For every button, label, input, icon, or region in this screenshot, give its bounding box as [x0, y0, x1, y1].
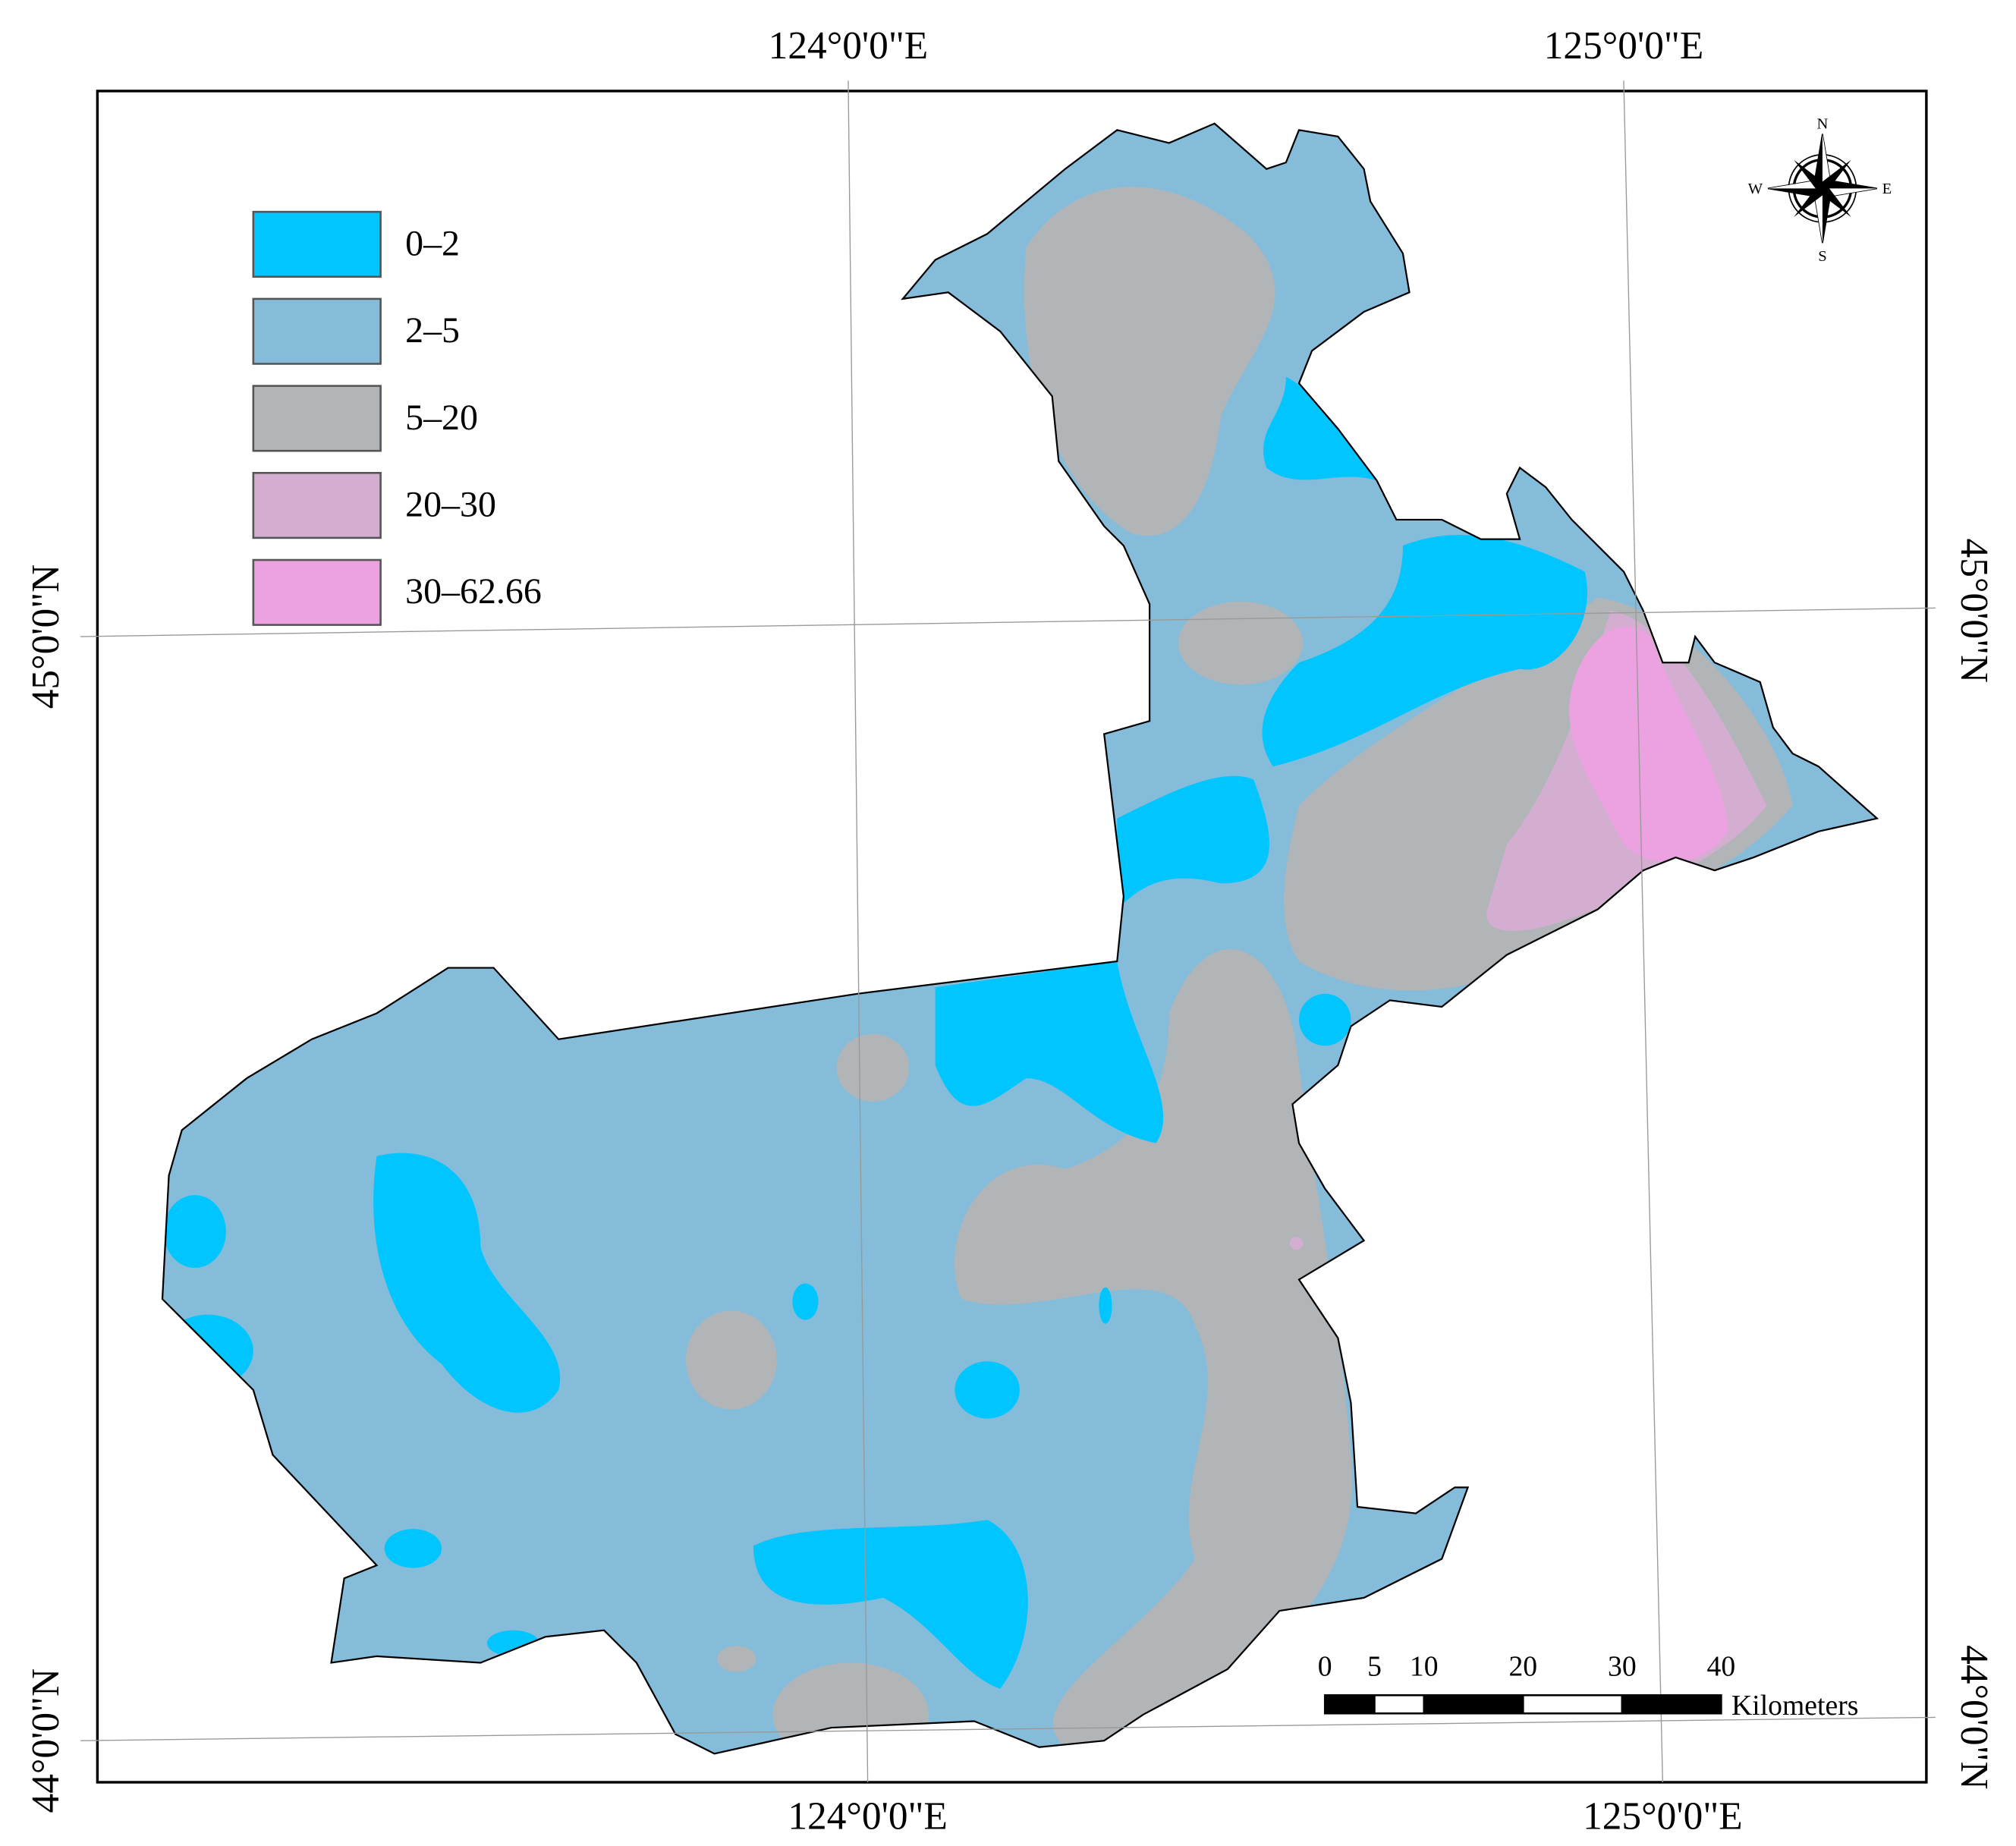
coord-label: 45°0'0"N [1952, 539, 1996, 684]
zone [753, 1520, 1028, 1689]
compass-label: W [1748, 181, 1763, 197]
zone [1024, 187, 1275, 536]
coord-label: 124°0'0"E [769, 24, 928, 68]
scale-segment [1621, 1693, 1722, 1715]
zone [954, 948, 1353, 1747]
legend-label: 30–62.66 [405, 571, 542, 612]
graticule-line [848, 80, 869, 1782]
zone [1117, 775, 1269, 910]
legend-swatch [252, 297, 382, 365]
map-frame [96, 90, 1928, 1784]
zone [1290, 1236, 1304, 1250]
legend-swatch [252, 210, 382, 278]
zone [836, 1033, 910, 1102]
coord-label: 44°0'0"N [24, 1668, 68, 1813]
compass-label: E [1882, 181, 1892, 197]
coord-label: 125°0'0"E [1544, 24, 1703, 68]
zone [955, 1361, 1020, 1419]
scale-label: 0 [1318, 1651, 1332, 1683]
legend-label: 20–30 [405, 485, 496, 525]
compass: N S E W [1748, 116, 1892, 266]
zone [162, 123, 1877, 1754]
coord-label: 124°0'0"E [788, 1795, 947, 1838]
zone [772, 1662, 929, 1754]
coord-label: 45°0'0"N [24, 564, 68, 709]
legend-label: 5–20 [405, 398, 478, 438]
compass-label: N [1817, 116, 1829, 133]
scale-unit: Kilometers [1731, 1690, 1858, 1722]
scale-segment [1522, 1693, 1624, 1715]
zone [384, 1529, 442, 1568]
zone [1569, 626, 1728, 863]
zone [1262, 534, 1587, 767]
coord-label: 125°0'0"E [1583, 1795, 1742, 1838]
graticule-line [80, 1716, 1936, 1741]
zone [1263, 376, 1377, 481]
coord-label: 44°0'0"N [1952, 1645, 1996, 1790]
zone [373, 1153, 561, 1413]
compass-label: S [1818, 248, 1826, 265]
scale-label: 20 [1508, 1651, 1537, 1683]
zone [685, 1310, 777, 1410]
scale-label: 10 [1410, 1651, 1439, 1683]
legend-swatch [252, 472, 382, 539]
scale-segment [1373, 1693, 1426, 1715]
zones [162, 123, 1877, 1754]
scale-label: 30 [1608, 1651, 1637, 1683]
legend-swatch [252, 385, 382, 452]
scale-bar: 0 5 10 20 30 40 Kilometers [1318, 1651, 1859, 1722]
legend-swatch [252, 558, 382, 626]
zone [792, 1283, 819, 1320]
graticule-line [80, 607, 1936, 637]
legend-label: 0–2 [405, 223, 460, 263]
scale-label: 5 [1367, 1651, 1382, 1683]
zone [717, 1646, 756, 1672]
legend: 0–2 2–5 5–20 20–30 30–62.66 [252, 210, 542, 626]
scale-segment [1323, 1693, 1376, 1715]
scale-segment [1423, 1693, 1524, 1715]
scale-label: 40 [1707, 1651, 1736, 1683]
zone [1178, 601, 1304, 685]
legend-label: 2–5 [405, 310, 460, 351]
zone [1298, 993, 1351, 1046]
zone [163, 1195, 226, 1269]
zone [935, 961, 1164, 1143]
zone [1099, 1287, 1112, 1324]
graticule-line [1623, 80, 1664, 1782]
